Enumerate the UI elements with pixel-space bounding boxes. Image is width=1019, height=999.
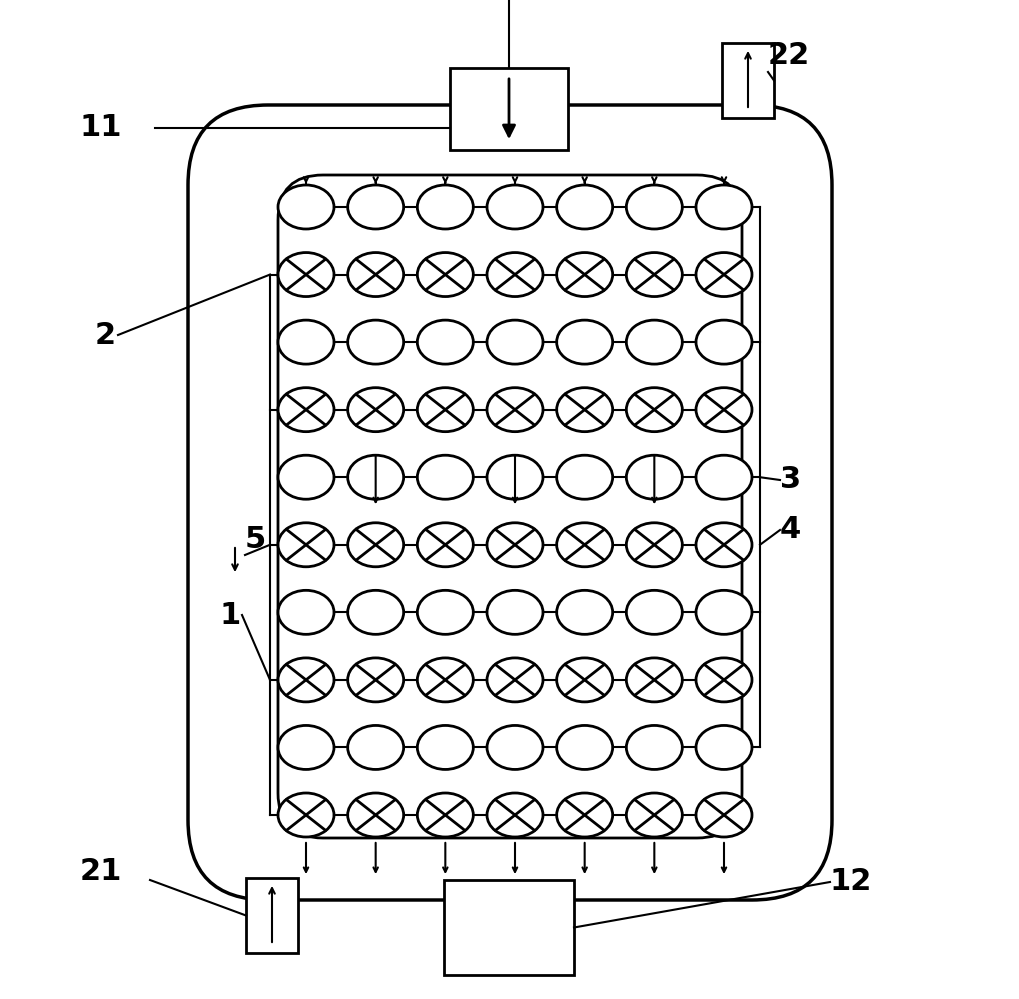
Ellipse shape	[556, 185, 612, 229]
Bar	[722, 43, 774, 118]
Ellipse shape	[347, 388, 404, 432]
Ellipse shape	[556, 388, 612, 432]
Ellipse shape	[278, 185, 334, 229]
Ellipse shape	[278, 658, 334, 702]
Ellipse shape	[278, 590, 334, 634]
Bar	[450, 68, 568, 150]
Ellipse shape	[418, 320, 474, 364]
Ellipse shape	[487, 320, 543, 364]
Ellipse shape	[556, 456, 612, 500]
Ellipse shape	[278, 456, 334, 500]
Ellipse shape	[487, 456, 543, 500]
Ellipse shape	[627, 590, 683, 634]
Ellipse shape	[696, 320, 752, 364]
Ellipse shape	[627, 388, 683, 432]
Ellipse shape	[627, 725, 683, 769]
Ellipse shape	[278, 320, 334, 364]
Ellipse shape	[347, 725, 404, 769]
Ellipse shape	[418, 658, 474, 702]
Ellipse shape	[487, 658, 543, 702]
Ellipse shape	[418, 388, 474, 432]
Text: 21: 21	[81, 857, 122, 886]
Bar	[444, 880, 574, 975]
Ellipse shape	[556, 253, 612, 297]
Ellipse shape	[418, 725, 474, 769]
Ellipse shape	[487, 522, 543, 566]
Ellipse shape	[627, 658, 683, 702]
Ellipse shape	[418, 590, 474, 634]
Ellipse shape	[627, 456, 683, 500]
Ellipse shape	[556, 590, 612, 634]
Ellipse shape	[696, 456, 752, 500]
Ellipse shape	[418, 185, 474, 229]
Ellipse shape	[418, 522, 474, 566]
Text: 1: 1	[220, 600, 242, 629]
Ellipse shape	[487, 725, 543, 769]
Ellipse shape	[487, 253, 543, 297]
Bar	[246, 878, 298, 953]
Ellipse shape	[696, 388, 752, 432]
Ellipse shape	[696, 522, 752, 566]
Ellipse shape	[627, 320, 683, 364]
Ellipse shape	[347, 320, 404, 364]
Ellipse shape	[696, 793, 752, 837]
Text: 11: 11	[81, 114, 122, 143]
Ellipse shape	[418, 793, 474, 837]
Ellipse shape	[627, 253, 683, 297]
Ellipse shape	[556, 320, 612, 364]
Ellipse shape	[347, 658, 404, 702]
Ellipse shape	[278, 725, 334, 769]
Ellipse shape	[487, 793, 543, 837]
Ellipse shape	[347, 185, 404, 229]
Ellipse shape	[627, 793, 683, 837]
Ellipse shape	[347, 456, 404, 500]
Ellipse shape	[696, 590, 752, 634]
Ellipse shape	[347, 590, 404, 634]
Ellipse shape	[278, 522, 334, 566]
Ellipse shape	[418, 456, 474, 500]
Ellipse shape	[627, 185, 683, 229]
Ellipse shape	[696, 725, 752, 769]
Ellipse shape	[556, 522, 612, 566]
Text: 2: 2	[95, 321, 116, 350]
Ellipse shape	[696, 253, 752, 297]
Ellipse shape	[278, 793, 334, 837]
Ellipse shape	[347, 253, 404, 297]
Text: 5: 5	[245, 525, 266, 554]
Text: 22: 22	[768, 41, 810, 70]
Ellipse shape	[696, 658, 752, 702]
Ellipse shape	[556, 658, 612, 702]
Ellipse shape	[627, 522, 683, 566]
FancyBboxPatch shape	[187, 105, 832, 900]
Ellipse shape	[556, 793, 612, 837]
Ellipse shape	[487, 388, 543, 432]
Ellipse shape	[556, 725, 612, 769]
Ellipse shape	[487, 185, 543, 229]
Ellipse shape	[347, 522, 404, 566]
Ellipse shape	[347, 793, 404, 837]
Text: 4: 4	[780, 515, 801, 544]
Ellipse shape	[278, 388, 334, 432]
Ellipse shape	[418, 253, 474, 297]
Ellipse shape	[696, 185, 752, 229]
Ellipse shape	[487, 590, 543, 634]
FancyBboxPatch shape	[278, 175, 742, 838]
Text: 12: 12	[830, 867, 872, 896]
Ellipse shape	[278, 253, 334, 297]
Text: 3: 3	[780, 466, 801, 495]
